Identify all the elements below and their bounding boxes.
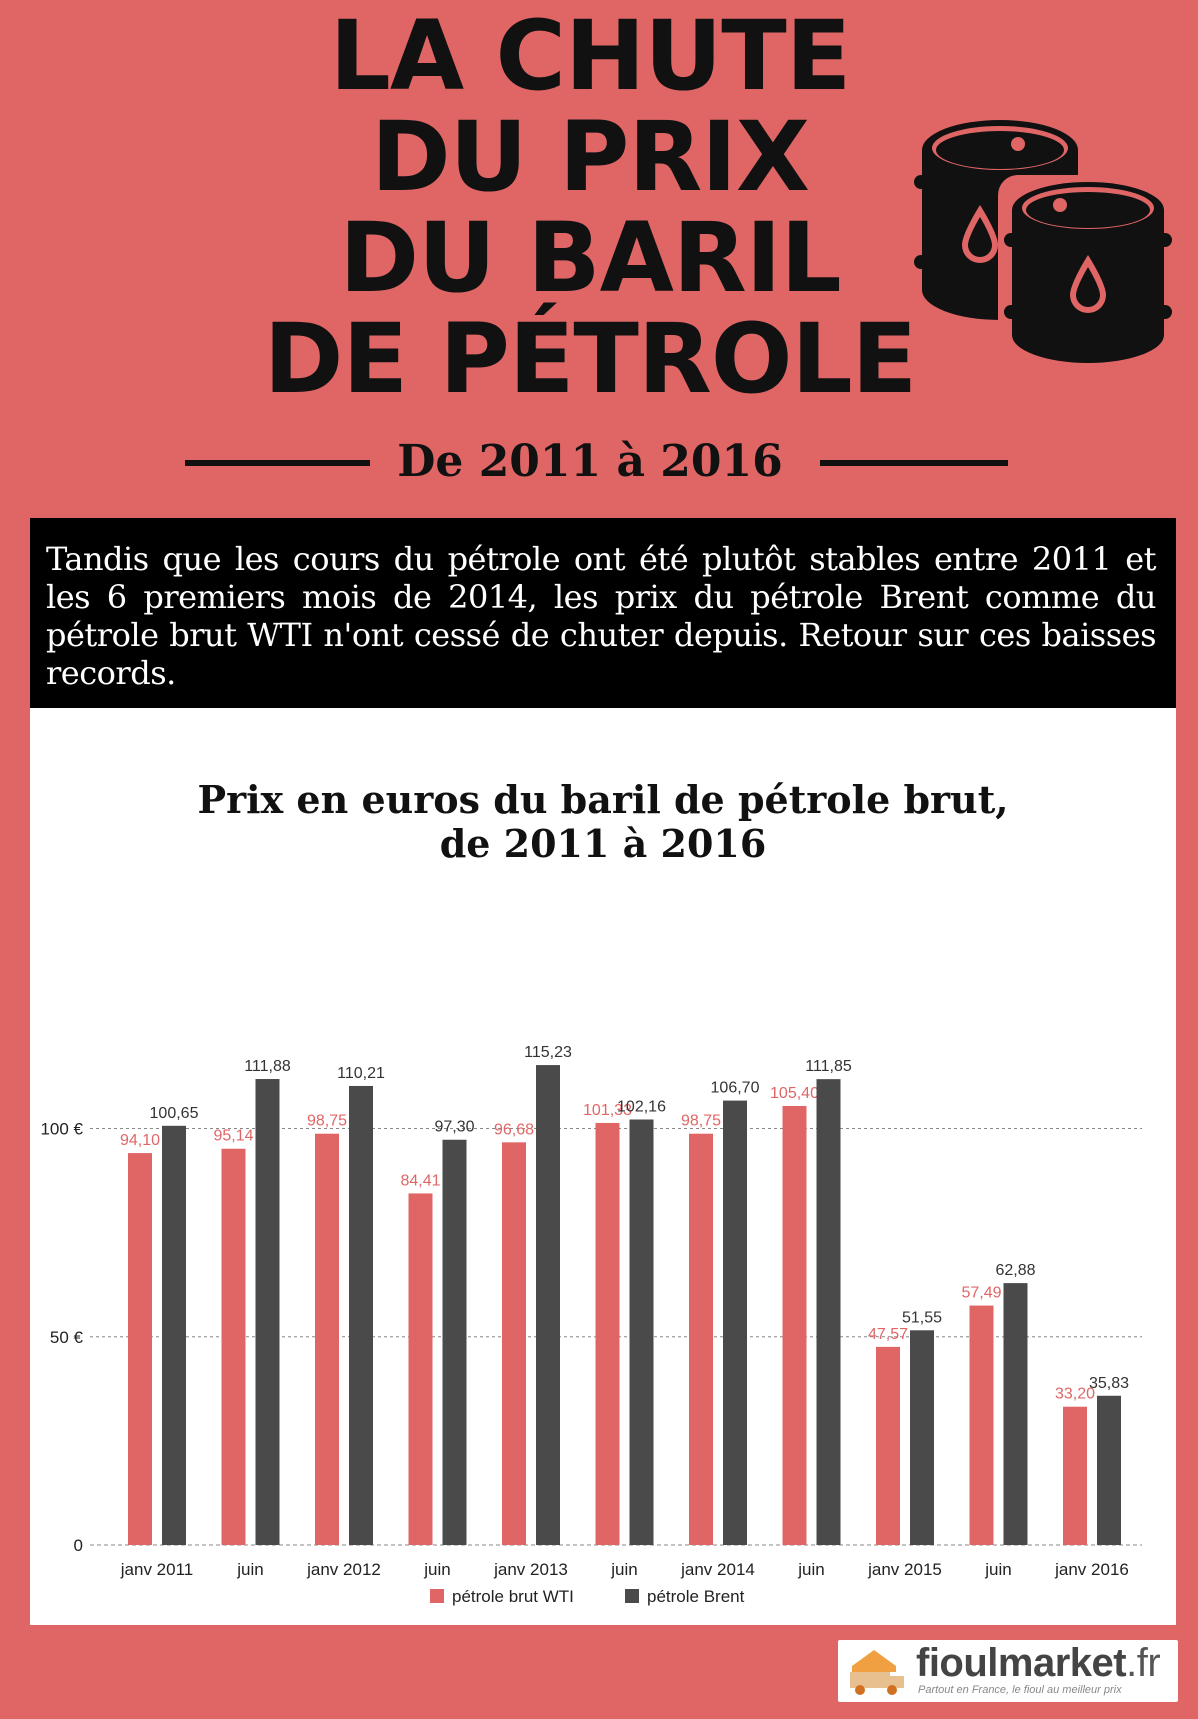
bar-brent (1097, 1395, 1121, 1545)
bar-brent (1003, 1283, 1028, 1545)
bar-wti (969, 1305, 994, 1545)
title-line: DU PRIX (370, 101, 810, 213)
x-tick-label: janv 2013 (493, 1560, 568, 1579)
data-label: 57,49 (961, 1285, 1001, 1302)
title-line: LA CHUTE (329, 0, 852, 112)
bar-wti (221, 1148, 246, 1545)
oil-barrels-icon (914, 120, 1172, 363)
divider-right (820, 460, 1008, 466)
x-tick-label: juin (610, 1560, 637, 1579)
intro-text: Tandis que les cours du pétrole ont été … (30, 518, 1176, 708)
data-label: 97,30 (434, 1119, 474, 1136)
bar-brent (816, 1079, 841, 1545)
logo-name: fioulmarket (916, 1641, 1127, 1685)
data-label: 95,14 (213, 1128, 253, 1145)
chart-title-line: de 2011 à 2016 (439, 821, 767, 866)
bar-wti (408, 1193, 433, 1545)
legend-swatch-wti (430, 1589, 444, 1603)
data-label: 106,70 (711, 1080, 760, 1097)
divider-left (185, 460, 370, 466)
page-subtitle: De 2011 à 2016 (397, 436, 783, 487)
chart-panel: Prix en euros du baril de pétrole brut, … (30, 708, 1176, 1625)
x-tick-label: juin (984, 1560, 1011, 1579)
bar-wti (595, 1122, 620, 1545)
data-label: 35,83 (1089, 1375, 1129, 1392)
logo-tld: .fr (1126, 1641, 1161, 1685)
bar-brent (910, 1330, 934, 1545)
data-label: 101,33 (583, 1102, 632, 1119)
x-tick-label: juin (236, 1560, 263, 1579)
bar-brent (536, 1065, 560, 1545)
title-line: DE PÉTROLE (263, 303, 917, 415)
bar-wti (782, 1106, 807, 1545)
bar-wti (689, 1133, 713, 1545)
data-label: 33,20 (1055, 1386, 1095, 1403)
bar-wti (1063, 1406, 1087, 1545)
bar-wti (128, 1153, 152, 1545)
bar-brent (442, 1139, 467, 1545)
truck-house-icon (850, 1650, 904, 1695)
y-tick-label: 0 (74, 1536, 83, 1555)
bar-brent (255, 1079, 280, 1545)
logo-tagline: Partout en France, le fioul au meilleur … (918, 1684, 1122, 1696)
y-tick-label: 100 € (40, 1120, 83, 1139)
data-label: 111,88 (244, 1058, 291, 1075)
chart-title: Prix en euros du baril de pétrole brut, … (30, 778, 1176, 866)
x-tick-label: juin (423, 1560, 450, 1579)
data-label: 94,10 (120, 1132, 160, 1149)
x-tick-label: janv 2016 (1054, 1560, 1129, 1579)
bar-chart: 0 50 € 100 € 94,10 100,65 janv 2011 95,14 111,8… (40, 1044, 1142, 1579)
x-tick-label: janv 2011 (120, 1560, 193, 1579)
data-label: 115,23 (524, 1044, 572, 1061)
legend-item-wti: pétrole brut WTI (430, 1587, 574, 1607)
legend-swatch-brent (625, 1589, 639, 1603)
x-tick-label: janv 2015 (867, 1560, 942, 1579)
data-label: 98,75 (681, 1113, 721, 1130)
page-title: LA CHUTE DU PRIX DU BARIL DE PÉTROLE (180, 6, 1000, 410)
x-tick-label: janv 2014 (680, 1560, 755, 1579)
bar-brent (162, 1125, 186, 1545)
data-label: 105,40 (770, 1085, 819, 1102)
data-label: 47,57 (868, 1326, 908, 1343)
y-tick-label: 50 € (50, 1328, 84, 1347)
bar-brent (629, 1119, 654, 1545)
data-label: 110,21 (337, 1065, 385, 1082)
data-label: 100,65 (150, 1105, 199, 1122)
legend-label-wti: pétrole brut WTI (452, 1587, 574, 1606)
logo-text: fioulmarket.fr (916, 1640, 1161, 1686)
data-label: 96,68 (494, 1121, 534, 1138)
data-label: 111,85 (805, 1058, 852, 1075)
x-tick-label: janv 2012 (306, 1560, 381, 1579)
bar-brent (349, 1085, 373, 1545)
legend-item-brent: pétrole Brent (625, 1587, 744, 1607)
chart-legend: pétrole brut WTI pétrole Brent (430, 1587, 790, 1611)
title-line: DU BARIL (339, 202, 841, 314)
bar-wti (315, 1133, 339, 1545)
bar-brent (723, 1100, 747, 1545)
data-label: 51,55 (902, 1309, 942, 1326)
bar-wti (502, 1142, 526, 1545)
data-label: 62,88 (995, 1262, 1035, 1279)
data-label: 102,16 (617, 1099, 666, 1116)
data-label: 98,75 (307, 1113, 347, 1130)
x-tick-label: juin (797, 1560, 824, 1579)
chart-title-line: Prix en euros du baril de pétrole brut, (197, 777, 1009, 822)
brand-logo[interactable]: fioulmarket.fr Partout en France, le fio… (838, 1640, 1178, 1702)
legend-label-brent: pétrole Brent (647, 1587, 745, 1606)
bar-wti (876, 1346, 900, 1545)
data-label: 84,41 (400, 1172, 440, 1189)
